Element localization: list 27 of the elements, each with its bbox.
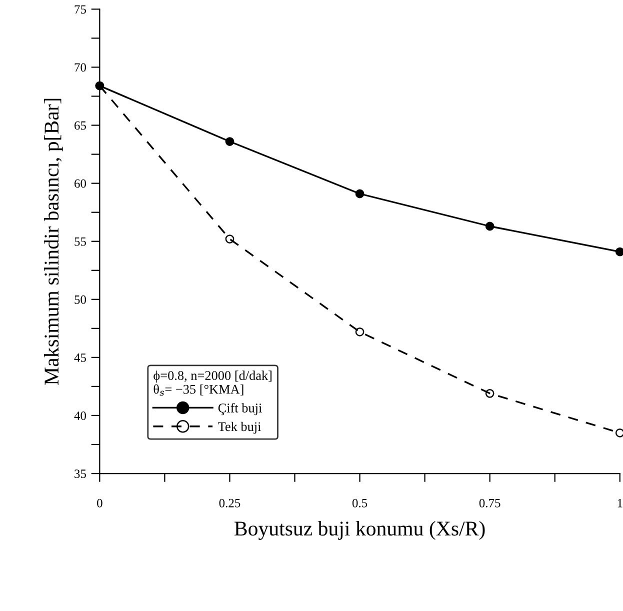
- point: [615, 247, 623, 256]
- y-tick-label: 55: [74, 237, 86, 246]
- point: [355, 189, 364, 198]
- point: [355, 327, 364, 336]
- y-tick-label: 70: [74, 63, 86, 72]
- legend-label: Tek buji: [218, 422, 261, 434]
- y-tick-label: 50: [74, 295, 86, 304]
- x-tick-label: 0: [97, 498, 102, 508]
- y-tick-label: 40: [74, 412, 86, 420]
- y-tick-label: 75: [74, 5, 86, 14]
- point: [485, 222, 494, 231]
- x-tick-label: 1: [618, 498, 622, 508]
- point: [615, 428, 623, 438]
- point: [225, 137, 234, 146]
- point: [485, 388, 494, 398]
- x-tick-label: 0.5: [352, 498, 368, 508]
- y-tick-label: 60: [74, 179, 86, 188]
- point: [225, 234, 234, 244]
- y-tick-label: 35: [74, 470, 86, 478]
- legend-title: ϕ=0.8, n=2000 [d/dak] θ$_{s}$= −35 [°KMA]: [154, 370, 272, 396]
- y-tick-label: 45: [74, 354, 86, 362]
- y-axis-title: Maksimum silindir basıncı, p[Bar]: [44, 98, 63, 385]
- x-axis-title: Boyutsuz buji konumu (Xs/R): [234, 520, 485, 540]
- legend-label: Çift buji: [218, 403, 262, 416]
- x-tick-label: 0.75: [479, 498, 500, 508]
- y-tick-label: 65: [74, 121, 86, 130]
- x-tick-label: 0.25: [219, 498, 240, 508]
